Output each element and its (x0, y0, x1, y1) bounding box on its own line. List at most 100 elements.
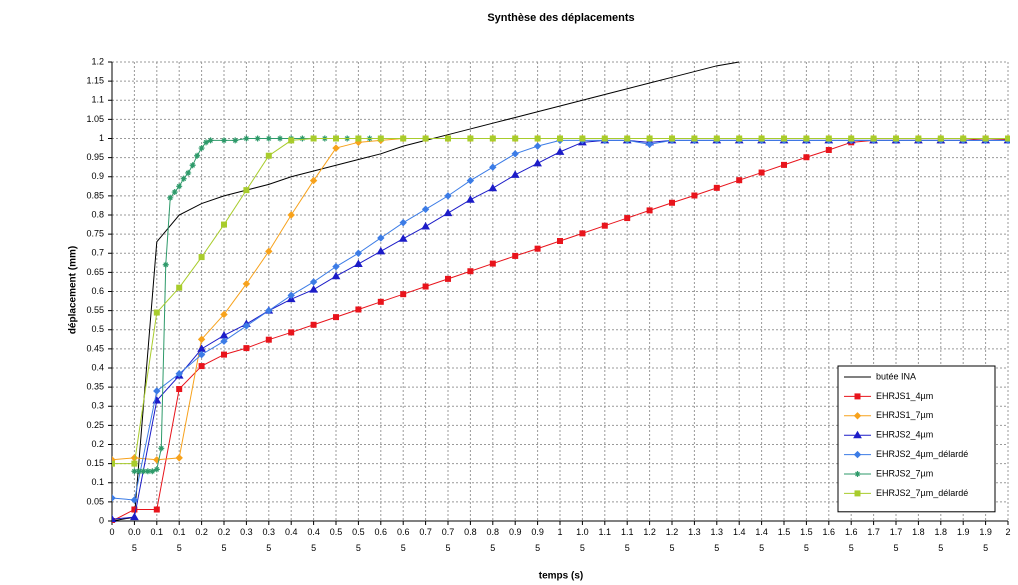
marker (153, 466, 160, 473)
marker (422, 283, 429, 290)
y-tick-label: 0.55 (86, 305, 104, 315)
marker (167, 194, 174, 201)
legend-label: EHRJS2_7µm (876, 468, 933, 478)
x-tick-label: 1.6 (823, 527, 836, 537)
marker (377, 298, 384, 305)
marker (112, 494, 116, 502)
marker (354, 259, 363, 267)
marker (130, 512, 139, 521)
y-tick-label: 0.1 (91, 477, 104, 487)
marker (853, 430, 862, 439)
marker (265, 306, 273, 315)
marker (243, 187, 250, 194)
marker (220, 337, 228, 345)
x-tick-label: 1.1 5 (621, 527, 634, 553)
marker (853, 412, 862, 420)
marker (221, 221, 227, 228)
marker (781, 161, 787, 168)
marker (149, 468, 156, 475)
marker (277, 135, 283, 142)
legend-label: EHRJS1_4µm (876, 391, 933, 401)
marker (354, 249, 363, 257)
marker (758, 135, 765, 142)
marker (557, 238, 563, 245)
marker (555, 147, 565, 155)
marker (131, 506, 138, 513)
marker (176, 183, 183, 190)
marker (299, 135, 306, 142)
marker (333, 135, 339, 142)
marker (376, 246, 386, 255)
marker (332, 144, 340, 152)
marker (533, 158, 542, 167)
y-tick-label: 0.45 (86, 343, 104, 353)
marker (736, 135, 743, 142)
marker (144, 468, 151, 475)
y-tick-label: 0.85 (86, 190, 104, 200)
x-tick-label: 1.4 5 (755, 527, 768, 553)
y-tick-label: 0.25 (86, 420, 104, 430)
marker (691, 135, 698, 142)
marker (197, 335, 206, 344)
marker (198, 145, 205, 152)
marker (254, 135, 261, 142)
marker (398, 234, 408, 242)
y-tick-label: 0.15 (86, 458, 104, 468)
marker (443, 208, 453, 217)
marker (130, 454, 139, 462)
marker (153, 309, 160, 316)
x-tick-label: 1.2 5 (666, 527, 679, 553)
legend-box (837, 365, 996, 513)
marker (870, 135, 877, 142)
marker (131, 460, 138, 467)
marker (180, 175, 187, 182)
marker (915, 135, 922, 142)
x-tick-label: 1 (557, 527, 562, 537)
x-tick-label: 1.1 (599, 527, 612, 537)
marker (243, 135, 250, 142)
marker (194, 152, 201, 159)
x-tick-label: 0.8 5 (487, 527, 500, 553)
marker (287, 211, 295, 219)
marker (175, 370, 183, 378)
marker (309, 278, 318, 286)
x-tick-label: 0.7 5 (442, 527, 455, 553)
marker (175, 454, 183, 462)
legend: butée INA EHRJS1_4µm EHRJS1_7µm EHRJS2_4µm E… (837, 365, 996, 513)
marker (242, 280, 251, 288)
marker (220, 310, 228, 319)
marker (130, 496, 139, 504)
marker (579, 135, 586, 142)
marker (853, 450, 862, 459)
marker (197, 350, 206, 359)
marker (444, 192, 452, 200)
x-tick-label: 0.1 5 (173, 527, 186, 553)
x-tick-label: 1.5 5 (800, 527, 813, 553)
marker (1005, 135, 1010, 142)
marker (445, 275, 451, 282)
marker (624, 135, 631, 142)
marker (309, 285, 318, 293)
x-tick-label: 1.5 (778, 527, 791, 537)
marker (669, 199, 675, 206)
marker (140, 468, 147, 475)
marker (288, 329, 295, 336)
x-tick-label: 0.6 5 (397, 527, 410, 553)
marker (512, 252, 519, 259)
marker (288, 137, 295, 144)
marker (265, 135, 272, 142)
y-tick-label: 0.8 (91, 209, 104, 219)
plot-area (112, 61, 1010, 523)
x-tick-label: 0.1 (151, 527, 164, 537)
y-tick-label: 0.5 (91, 324, 104, 334)
marker (153, 506, 160, 513)
marker (534, 135, 541, 142)
marker (893, 135, 899, 142)
marker (135, 468, 142, 475)
y-axis-title: déplacement (mm) (68, 246, 79, 334)
marker (854, 471, 861, 477)
y-tick-label: 1.2 (91, 56, 104, 66)
marker (131, 468, 138, 475)
marker (399, 218, 407, 227)
